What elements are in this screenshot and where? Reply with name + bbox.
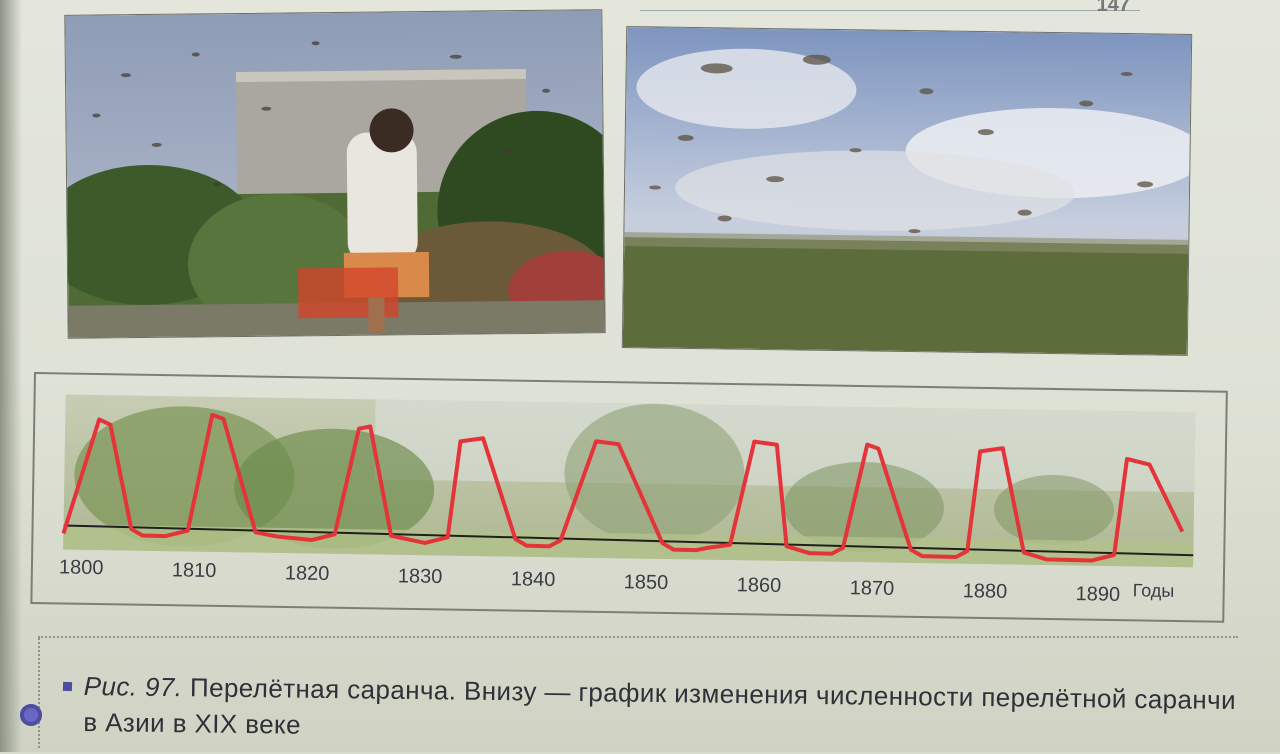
photo-person-illustration bbox=[64, 10, 606, 339]
figure-caption-text: Перелётная саранча. Внизу — график измен… bbox=[83, 672, 1237, 740]
caption-side-rule bbox=[38, 638, 40, 748]
locust-photo-person bbox=[64, 9, 606, 339]
x-tick-label: 1890 bbox=[1075, 583, 1120, 606]
x-axis-label: Годы bbox=[1133, 580, 1175, 601]
x-tick-label: 1820 bbox=[285, 562, 330, 585]
locust-photo-swarm bbox=[621, 26, 1193, 356]
x-tick-label: 1860 bbox=[737, 574, 782, 597]
header-rule bbox=[640, 10, 1140, 11]
figure-label: Рис. 97. bbox=[83, 670, 183, 703]
x-tick-label: 1830 bbox=[398, 565, 443, 588]
page-number: 147 bbox=[1096, 0, 1130, 16]
figure-caption: Рис. 97. Перелётная саранча. Внизу — гра… bbox=[83, 668, 1254, 754]
chart-baseline bbox=[63, 524, 1194, 557]
chart-svg: 1800 1810 1820 1830 1840 1850 1860 1870 1880 1890… bbox=[59, 394, 1196, 606]
photo-swarm-illustration bbox=[622, 27, 1193, 355]
x-tick-label: 1800 bbox=[59, 556, 104, 579]
x-tick-label: 1870 bbox=[850, 577, 895, 600]
locust-population-chart: 1800 1810 1820 1830 1840 1850 1860 1870 1880 1890… bbox=[30, 372, 1228, 623]
page-gutter-shadow bbox=[0, 0, 22, 752]
caption-bullet-square bbox=[62, 681, 73, 692]
x-tick-label: 1880 bbox=[962, 580, 1007, 603]
x-tick-label: 1810 bbox=[172, 559, 217, 582]
x-tick-label: 1850 bbox=[624, 571, 669, 594]
x-tick-label: 1840 bbox=[511, 568, 556, 591]
caption-divider bbox=[38, 636, 1238, 638]
caption-bullet-circle bbox=[20, 704, 42, 726]
population-line bbox=[61, 412, 1185, 563]
